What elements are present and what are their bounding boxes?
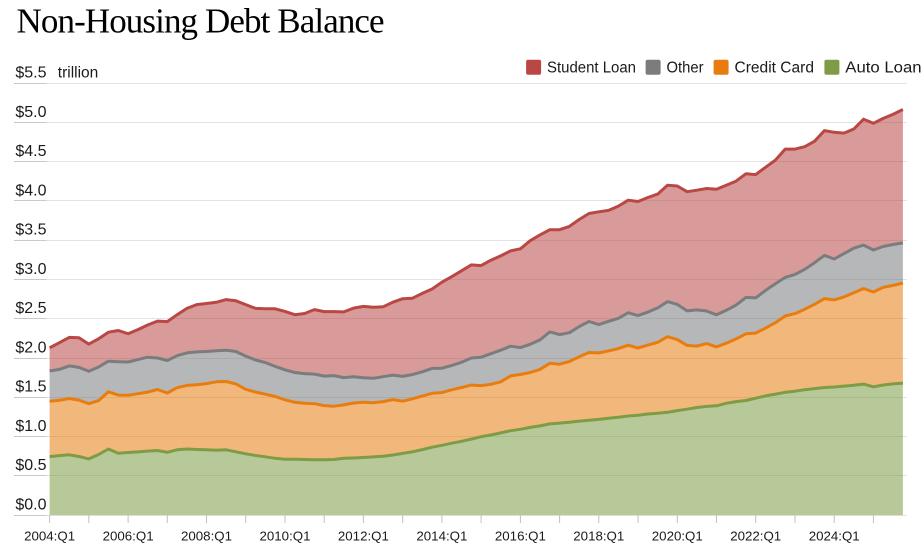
- svg-text:$0.0: $0.0: [15, 497, 46, 514]
- svg-text:2014:Q1: 2014:Q1: [416, 529, 467, 544]
- svg-text:$1.5: $1.5: [15, 379, 46, 396]
- svg-text:$4.5: $4.5: [15, 143, 46, 160]
- svg-text:2016:Q1: 2016:Q1: [495, 529, 546, 544]
- svg-text:2012:Q1: 2012:Q1: [338, 529, 389, 544]
- svg-text:2024:Q1: 2024:Q1: [809, 529, 860, 544]
- svg-text:$1.0: $1.0: [15, 418, 46, 435]
- svg-text:2010:Q1: 2010:Q1: [259, 529, 310, 544]
- svg-text:2018:Q1: 2018:Q1: [573, 529, 624, 544]
- svg-text:$5.0: $5.0: [15, 104, 46, 121]
- svg-text:2022:Q1: 2022:Q1: [730, 529, 781, 544]
- svg-text:2008:Q1: 2008:Q1: [181, 529, 232, 544]
- svg-text:Non-Housing Debt Balance: Non-Housing Debt Balance: [17, 2, 385, 41]
- svg-text:$2.5: $2.5: [15, 300, 46, 317]
- svg-text:trillion: trillion: [58, 65, 98, 82]
- svg-text:$2.0: $2.0: [15, 339, 46, 356]
- svg-text:$3.5: $3.5: [15, 222, 46, 239]
- svg-text:$5.5: $5.5: [15, 65, 46, 82]
- svg-text:2006:Q1: 2006:Q1: [103, 529, 154, 544]
- svg-text:$3.0: $3.0: [15, 261, 46, 278]
- svg-text:Student Loan: Student Loan: [547, 60, 636, 77]
- svg-text:Auto Loan: Auto Loan: [845, 60, 921, 77]
- svg-text:2020:Q1: 2020:Q1: [652, 529, 703, 544]
- svg-text:Credit Card: Credit Card: [735, 60, 815, 77]
- svg-text:$0.5: $0.5: [15, 457, 46, 474]
- svg-text:$4.0: $4.0: [15, 182, 46, 199]
- svg-text:Other: Other: [667, 60, 704, 77]
- svg-text:2004:Q1: 2004:Q1: [24, 529, 75, 544]
